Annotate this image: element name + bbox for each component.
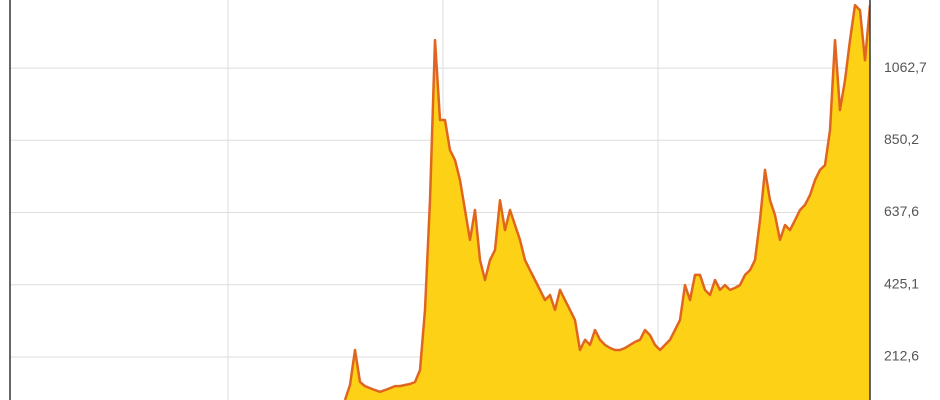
y-tick-label: 637,6 <box>884 203 919 219</box>
y-tick-label: 1062,7 <box>884 59 927 75</box>
area <box>345 5 870 400</box>
y-axis-labels: 212,6 425,1 637,6 850,2 1062,7 <box>884 59 927 364</box>
line <box>343 3 870 400</box>
y-tick-label: 425,1 <box>884 275 919 291</box>
y-tick-label: 850,2 <box>884 131 919 147</box>
y-tick-label: 212,6 <box>884 348 919 364</box>
plot <box>343 3 870 400</box>
